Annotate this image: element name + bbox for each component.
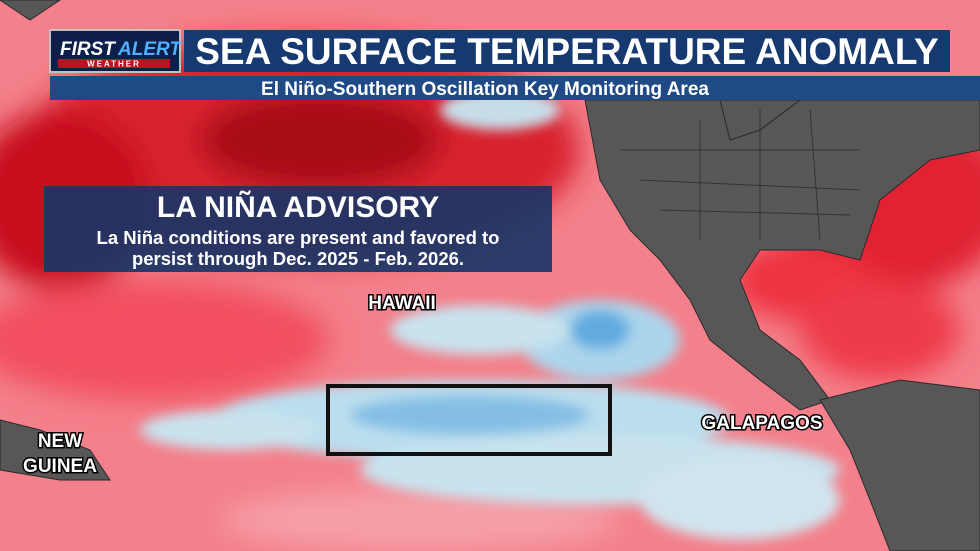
label-hawaii: HAWAII (368, 293, 436, 314)
logo-alert: ALERT (117, 39, 182, 60)
title: SEA SURFACE TEMPERATURE ANOMALY (195, 31, 939, 72)
subtitle-bar (50, 76, 980, 100)
label-galapagos: GALAPAGOS (701, 413, 822, 434)
advisory-line: La Niña conditions are present and favor… (97, 227, 500, 248)
label-new-guinea: NEW (38, 431, 82, 452)
logo-weather: WEATHER (87, 60, 141, 69)
label-new-guinea: GUINEA (23, 456, 97, 477)
advisory-line: persist through Dec. 2025 - Feb. 2026. (132, 248, 464, 269)
title-banner (184, 30, 950, 72)
advisory-title: LA NIÑA ADVISORY (157, 190, 439, 224)
advisory-panel: LA NIÑA ADVISORY La Niña conditions are … (44, 186, 552, 272)
monitoring-box (326, 384, 612, 456)
logo: FIRST ALERT WEATHER (49, 29, 182, 73)
logo-first: FIRST (60, 39, 116, 60)
subtitle: El Niño-Southern Oscillation Key Monitor… (261, 79, 709, 100)
